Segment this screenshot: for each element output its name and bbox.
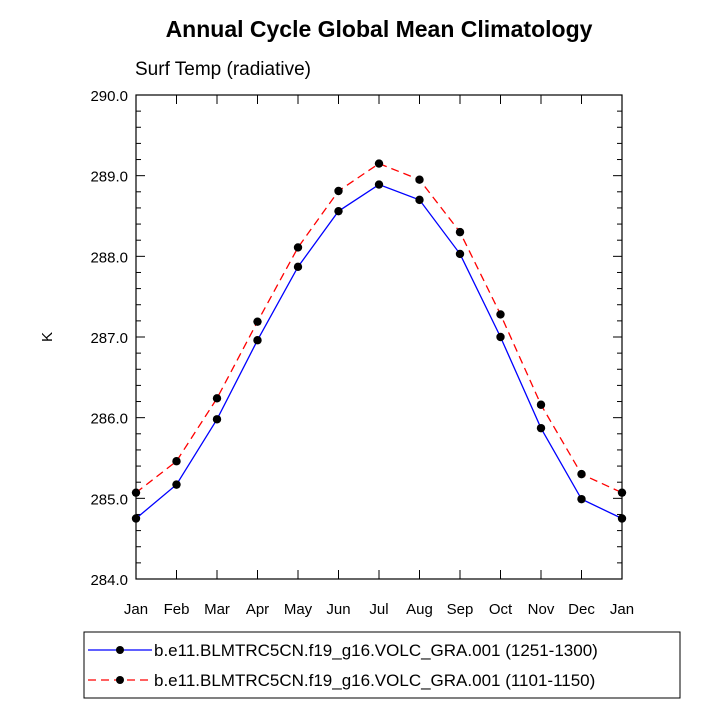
data-point-series-1 — [455, 249, 465, 259]
data-point-series-2 — [253, 317, 262, 326]
y-tick-label: 285.0 — [90, 491, 128, 508]
series-layer — [131, 159, 627, 523]
data-point-series-2 — [374, 159, 384, 168]
data-point-series-2 — [172, 457, 181, 466]
data-point-series-1 — [293, 262, 303, 272]
y-tick-label: 287.0 — [90, 330, 128, 347]
data-point-series-2 — [334, 186, 343, 196]
chart-title: Annual Cycle Global Mean Climatology — [166, 16, 593, 42]
y-tick-label: 290.0 — [90, 88, 128, 105]
y-tick-label: 286.0 — [90, 411, 128, 428]
x-tick-label: May — [284, 601, 313, 618]
data-point-series-1 — [334, 206, 343, 216]
data-point-series-1 — [131, 514, 141, 523]
data-point-series-2 — [617, 488, 627, 497]
legend-box — [83, 631, 681, 699]
x-tick-label: Mar — [204, 601, 230, 618]
legend-marker-series-2 — [116, 676, 124, 684]
data-point-series-1 — [212, 415, 222, 424]
data-point-series-1 — [617, 514, 627, 523]
data-point-series-1 — [496, 332, 505, 342]
legend: b.e11.BLMTRC5CN.f19_g16.VOLC_GRA.001 (12… — [83, 631, 681, 699]
legend-label-series-1: b.e11.BLMTRC5CN.f19_g16.VOLC_GRA.001 (12… — [154, 641, 598, 660]
x-tick-label: Apr — [246, 601, 269, 618]
data-point-series-1 — [415, 195, 424, 205]
y-axis-label: K — [39, 332, 56, 342]
y-tick-label: 289.0 — [90, 169, 128, 186]
x-tick-label: Feb — [164, 601, 190, 618]
data-point-series-1 — [536, 423, 546, 433]
data-point-series-2 — [415, 175, 424, 184]
data-point-series-2 — [293, 243, 303, 252]
y-tick-label: 288.0 — [90, 249, 128, 266]
x-tick-label: Jul — [369, 601, 388, 618]
data-point-series-2 — [455, 227, 465, 237]
data-point-series-1 — [374, 180, 384, 189]
series-line-1 — [135, 183, 623, 520]
chart-subtitle: Surf Temp (radiative) — [135, 59, 311, 80]
data-point-series-2 — [577, 469, 586, 479]
data-point-series-1 — [577, 494, 586, 504]
data-point-series-2 — [131, 488, 141, 497]
legend-label-series-2: b.e11.BLMTRC5CN.f19_g16.VOLC_GRA.001 (11… — [154, 671, 595, 690]
data-point-series-1 — [253, 336, 262, 345]
legend-marker-series-1 — [116, 646, 124, 654]
data-point-series-1 — [172, 480, 181, 489]
x-tick-label: Jun — [326, 601, 350, 618]
data-point-series-2 — [496, 310, 505, 319]
y-tick-label: 284.0 — [90, 572, 128, 589]
x-tick-label: Jan — [124, 601, 148, 618]
y-axis-ticks: 284.0 285.0 286.0 287.0 288.0 289.0 290.0 — [90, 88, 622, 589]
x-tick-label: Sep — [447, 601, 474, 618]
x-tick-label: Dec — [568, 601, 595, 618]
x-tick-label: Jan — [610, 601, 634, 618]
x-tick-label: Aug — [406, 601, 433, 618]
x-axis-ticks: Jan Feb Mar Apr May Jun Jul Aug Sep Oct Nov Dec Jan — [124, 95, 634, 618]
x-tick-label: Nov — [528, 601, 555, 618]
x-tick-label: Oct — [489, 601, 513, 618]
data-point-series-2 — [212, 394, 222, 403]
data-point-series-2 — [536, 400, 546, 409]
